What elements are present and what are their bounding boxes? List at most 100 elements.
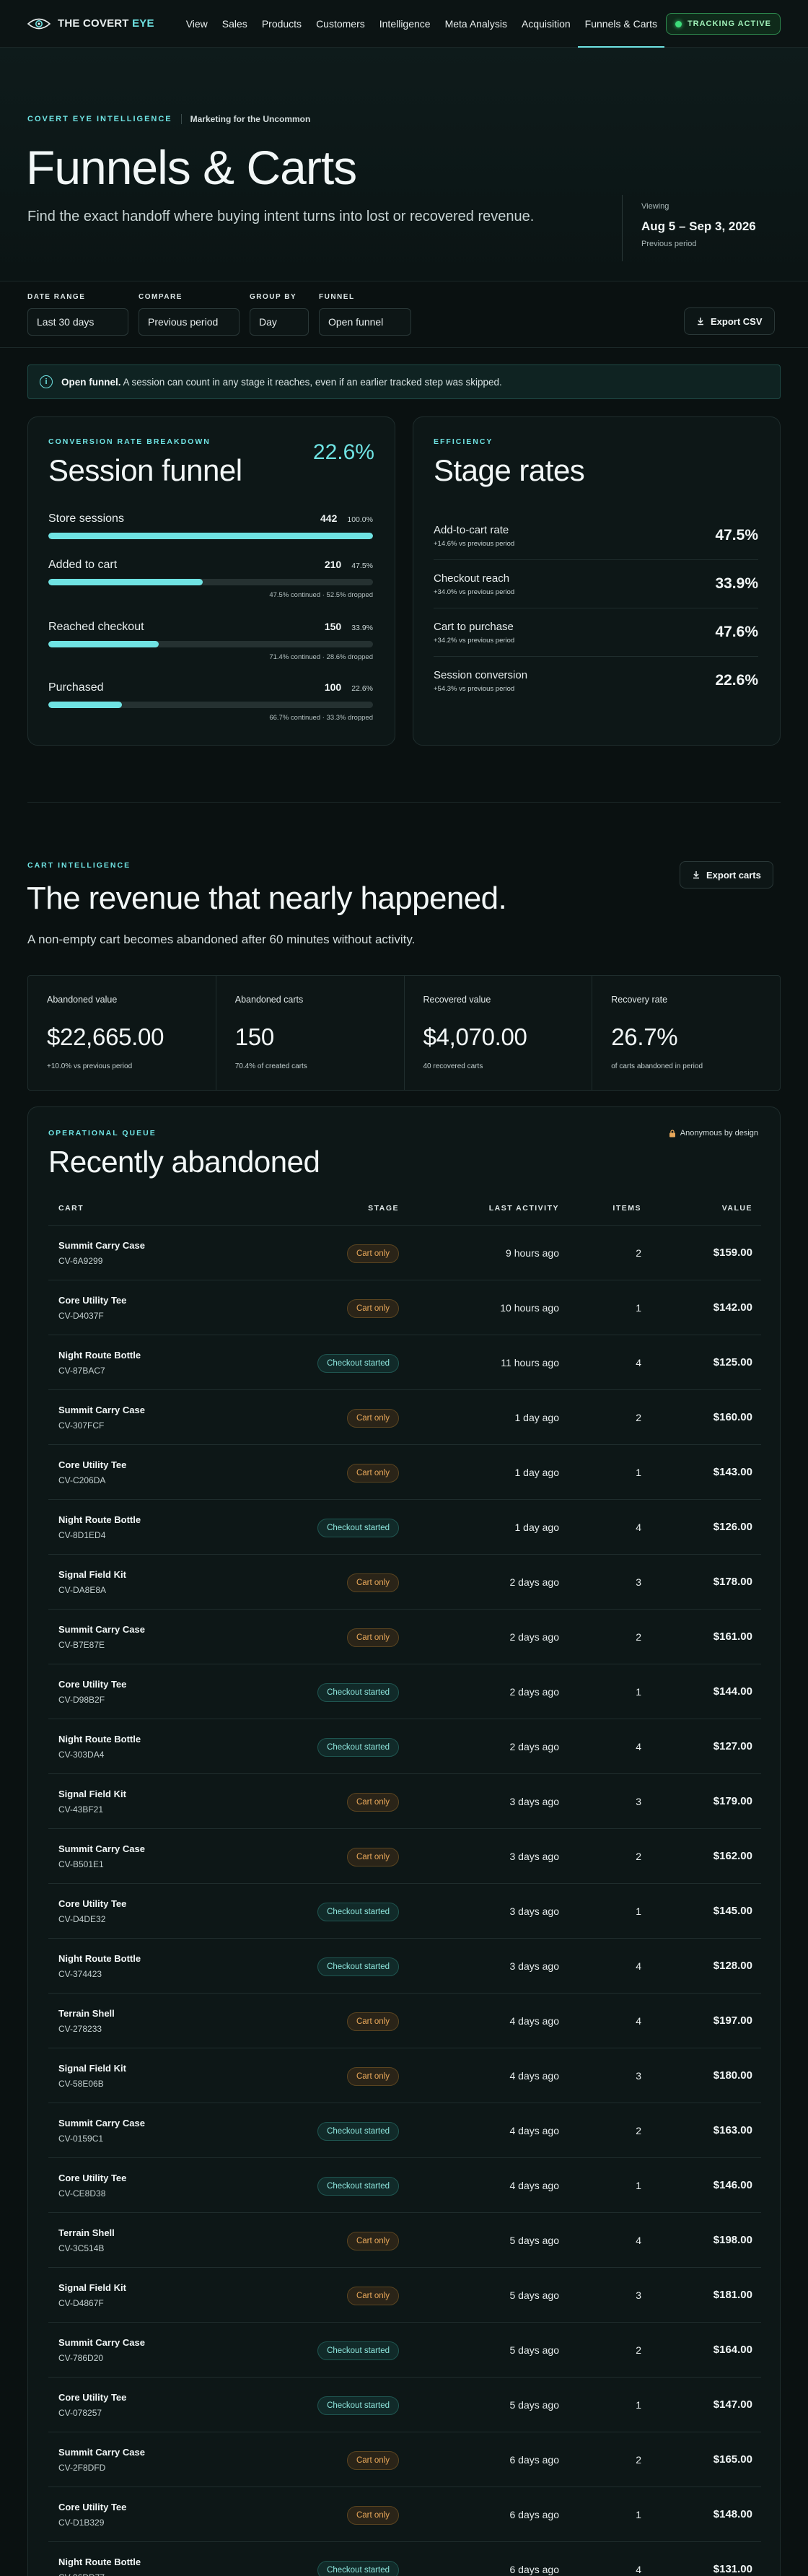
table-row[interactable]: Summit Carry Case CV-2F8DFD Cart only 6 day… [48, 2432, 761, 2487]
group-by-select[interactable]: Day [250, 308, 309, 336]
cart-id: CV-278233 [58, 2024, 102, 2034]
cart-stage: Checkout started [317, 1354, 399, 1373]
cart-id: CV-CE8D38 [58, 2188, 106, 2199]
table-row[interactable]: Terrain Shell CV-3C514B Cart only 5 days ag… [48, 2213, 761, 2268]
stage-badge: Cart only [346, 2506, 399, 2525]
nav-link-sales[interactable]: Sales [221, 17, 247, 30]
viewing-label: Viewing [641, 202, 669, 211]
cart-product-name: Signal Field Kit [58, 1569, 126, 1580]
funnel-overall-rate: 22.6% [312, 440, 374, 464]
cart-stage: Checkout started [317, 1683, 399, 1702]
cart-last-activity: 3 days ago [509, 1851, 560, 1862]
table-row[interactable]: Terrain Shell CV-278233 Cart only 4 days ag… [48, 1994, 761, 2048]
cart-items: 4 [636, 1960, 641, 1972]
table-row[interactable]: Core Utility Tee CV-078257 Checkout starte… [48, 2378, 761, 2432]
cart-id: CV-303DA4 [58, 1750, 105, 1760]
brand[interactable]: THE COVERT EYE [27, 17, 154, 30]
col-cart[interactable]: CART [58, 1204, 84, 1213]
viewing-compare: Previous period [641, 240, 697, 248]
cart-value: $144.00 [713, 1685, 752, 1698]
compare-select[interactable]: Previous period [139, 308, 240, 336]
cart-id: CV-D1B329 [58, 2518, 105, 2528]
cart-value: $165.00 [713, 2453, 752, 2466]
cart-product-name: Core Utility Tee [58, 2392, 127, 2403]
nav-link-meta-analysis[interactable]: Meta Analysis [444, 17, 507, 30]
cart-id: CV-8D1ED4 [58, 1530, 106, 1540]
cart-id: CV-43BF21 [58, 1804, 104, 1815]
cart-stat-value: 26.7% [611, 1023, 678, 1050]
funnel-step-label: Purchased [48, 681, 104, 694]
cart-stage: Checkout started [317, 2177, 399, 2196]
cart-product-name: Terrain Shell [58, 2227, 115, 2238]
table-row[interactable]: Night Route Bottle CV-303DA4 Checkout star… [48, 1719, 761, 1774]
cart-id: CV-6A9299 [58, 1256, 103, 1266]
cart-product-name: Core Utility Tee [58, 1679, 127, 1690]
cart-items: 2 [636, 1247, 641, 1259]
cart-last-activity: 5 days ago [509, 2399, 560, 2411]
table-row[interactable]: Night Route Bottle CV-8D1ED4 Checkout star… [48, 1500, 761, 1555]
notice-text: Open funnel. A session can count in any … [61, 376, 502, 388]
table-row[interactable]: Summit Carry Case CV-307FCF Cart only 1 day… [48, 1390, 761, 1445]
stage-rate-value: 47.6% [715, 624, 758, 640]
table-row[interactable]: Core Utility Tee CV-C206DA Cart only 1 day … [48, 1445, 761, 1500]
table-row[interactable]: Core Utility Tee CV-D4DE32 Checkout starte… [48, 1884, 761, 1939]
nav-link-customers[interactable]: Customers [316, 17, 365, 30]
hero: COVERT EYE INTELLIGENCE Marketing for th… [0, 48, 808, 281]
table-row[interactable]: Signal Field Kit CV-43BF21 Cart only 3 days… [48, 1774, 761, 1829]
cart-stage: Cart only [346, 1793, 399, 1812]
table-row[interactable]: Signal Field Kit CV-58E06B Cart only 4 days… [48, 2048, 761, 2103]
stage-badge: Checkout started [317, 1519, 399, 1537]
cart-items: 4 [636, 1741, 641, 1752]
nav-link-funnels-carts[interactable]: Funnels & Carts [577, 0, 665, 48]
compare-label: COMPARE [139, 293, 183, 301]
cart-items: 4 [636, 1357, 641, 1368]
cart-stat-value: $22,665.00 [47, 1023, 164, 1050]
cart-value: $162.00 [713, 1850, 752, 1862]
funnel-step-values: 442 100.0% [320, 512, 373, 525]
cart-last-activity: 6 days ago [509, 2509, 560, 2520]
nav-link-products[interactable]: Products [261, 17, 302, 30]
cart-product-name: Core Utility Tee [58, 2173, 127, 2183]
cart-items: 4 [636, 2564, 641, 2575]
cart-last-activity: 9 hours ago [506, 1247, 559, 1259]
table-row[interactable]: Signal Field Kit CV-DA8E8A Cart only 2 days… [48, 1555, 761, 1610]
cart-value: $198.00 [713, 2234, 752, 2246]
table-row[interactable]: Core Utility Tee CV-D1B329 Cart only 6 days… [48, 2487, 761, 2542]
table-row[interactable]: Core Utility Tee CV-D98B2F Checkout starte… [48, 1664, 761, 1719]
date-range-select[interactable]: Last 30 days [27, 308, 128, 336]
export-csv-button[interactable]: Export CSV [684, 307, 775, 335]
table-row[interactable]: Summit Carry Case CV-6A9299 Cart only 9 hou… [48, 1226, 761, 1280]
cart-value: $178.00 [713, 1576, 752, 1588]
col-last-activity[interactable]: LAST ACTIVITY [488, 1204, 559, 1213]
nav-link-view[interactable]: View [185, 17, 208, 30]
cart-product-name: Summit Carry Case [58, 2337, 145, 2348]
nav-link-acquisition[interactable]: Acquisition [521, 17, 571, 30]
cart-last-activity: 10 hours ago [500, 1302, 559, 1314]
table-row[interactable]: Core Utility Tee CV-CE8D38 Checkout starte… [48, 2158, 761, 2213]
table-row[interactable]: Signal Field Kit CV-D4867F Cart only 5 days… [48, 2268, 761, 2323]
cart-id: CV-D4037F [58, 1311, 104, 1321]
table-row[interactable]: Summit Carry Case CV-786D20 Checkout start… [48, 2323, 761, 2378]
col-value[interactable]: VALUE [721, 1204, 752, 1213]
table-row[interactable]: Summit Carry Case CV-B501E1 Cart only 3 day… [48, 1829, 761, 1884]
table-row[interactable]: Summit Carry Case CV-B7E87E Cart only 2 day… [48, 1610, 761, 1664]
stage-badge: Cart only [346, 1244, 399, 1263]
cart-product-name: Night Route Bottle [58, 1514, 141, 1525]
table-row[interactable]: Night Route Bottle CV-87BAC7 Checkout star… [48, 1335, 761, 1390]
table-row[interactable]: Night Route Bottle CV-96DD77 Checkout star… [48, 2542, 761, 2576]
cart-id: CV-D4DE32 [58, 1914, 106, 1924]
export-carts-button[interactable]: Export carts [680, 861, 773, 888]
table-row[interactable]: Summit Carry Case CV-0159C1 Checkout start… [48, 2103, 761, 2158]
funnel-step-percent: 33.9% [351, 624, 373, 632]
funnel-select[interactable]: Open funnel [319, 308, 411, 336]
cart-id: CV-D98B2F [58, 1695, 105, 1705]
col-stage[interactable]: STAGE [368, 1204, 399, 1213]
table-row[interactable]: Core Utility Tee CV-D4037F Cart only 10 hou… [48, 1280, 761, 1335]
cart-value: $148.00 [713, 2508, 752, 2520]
table-row[interactable]: Night Route Bottle CV-374423 Checkout star… [48, 1939, 761, 1994]
col-items[interactable]: ITEMS [612, 1204, 641, 1213]
stage-badge: Checkout started [317, 2177, 399, 2196]
nav-link-intelligence[interactable]: Intelligence [379, 17, 431, 30]
cart-stage: Cart only [346, 1628, 399, 1647]
funnel-step-header: Added to cart 210 47.5% [48, 559, 373, 572]
